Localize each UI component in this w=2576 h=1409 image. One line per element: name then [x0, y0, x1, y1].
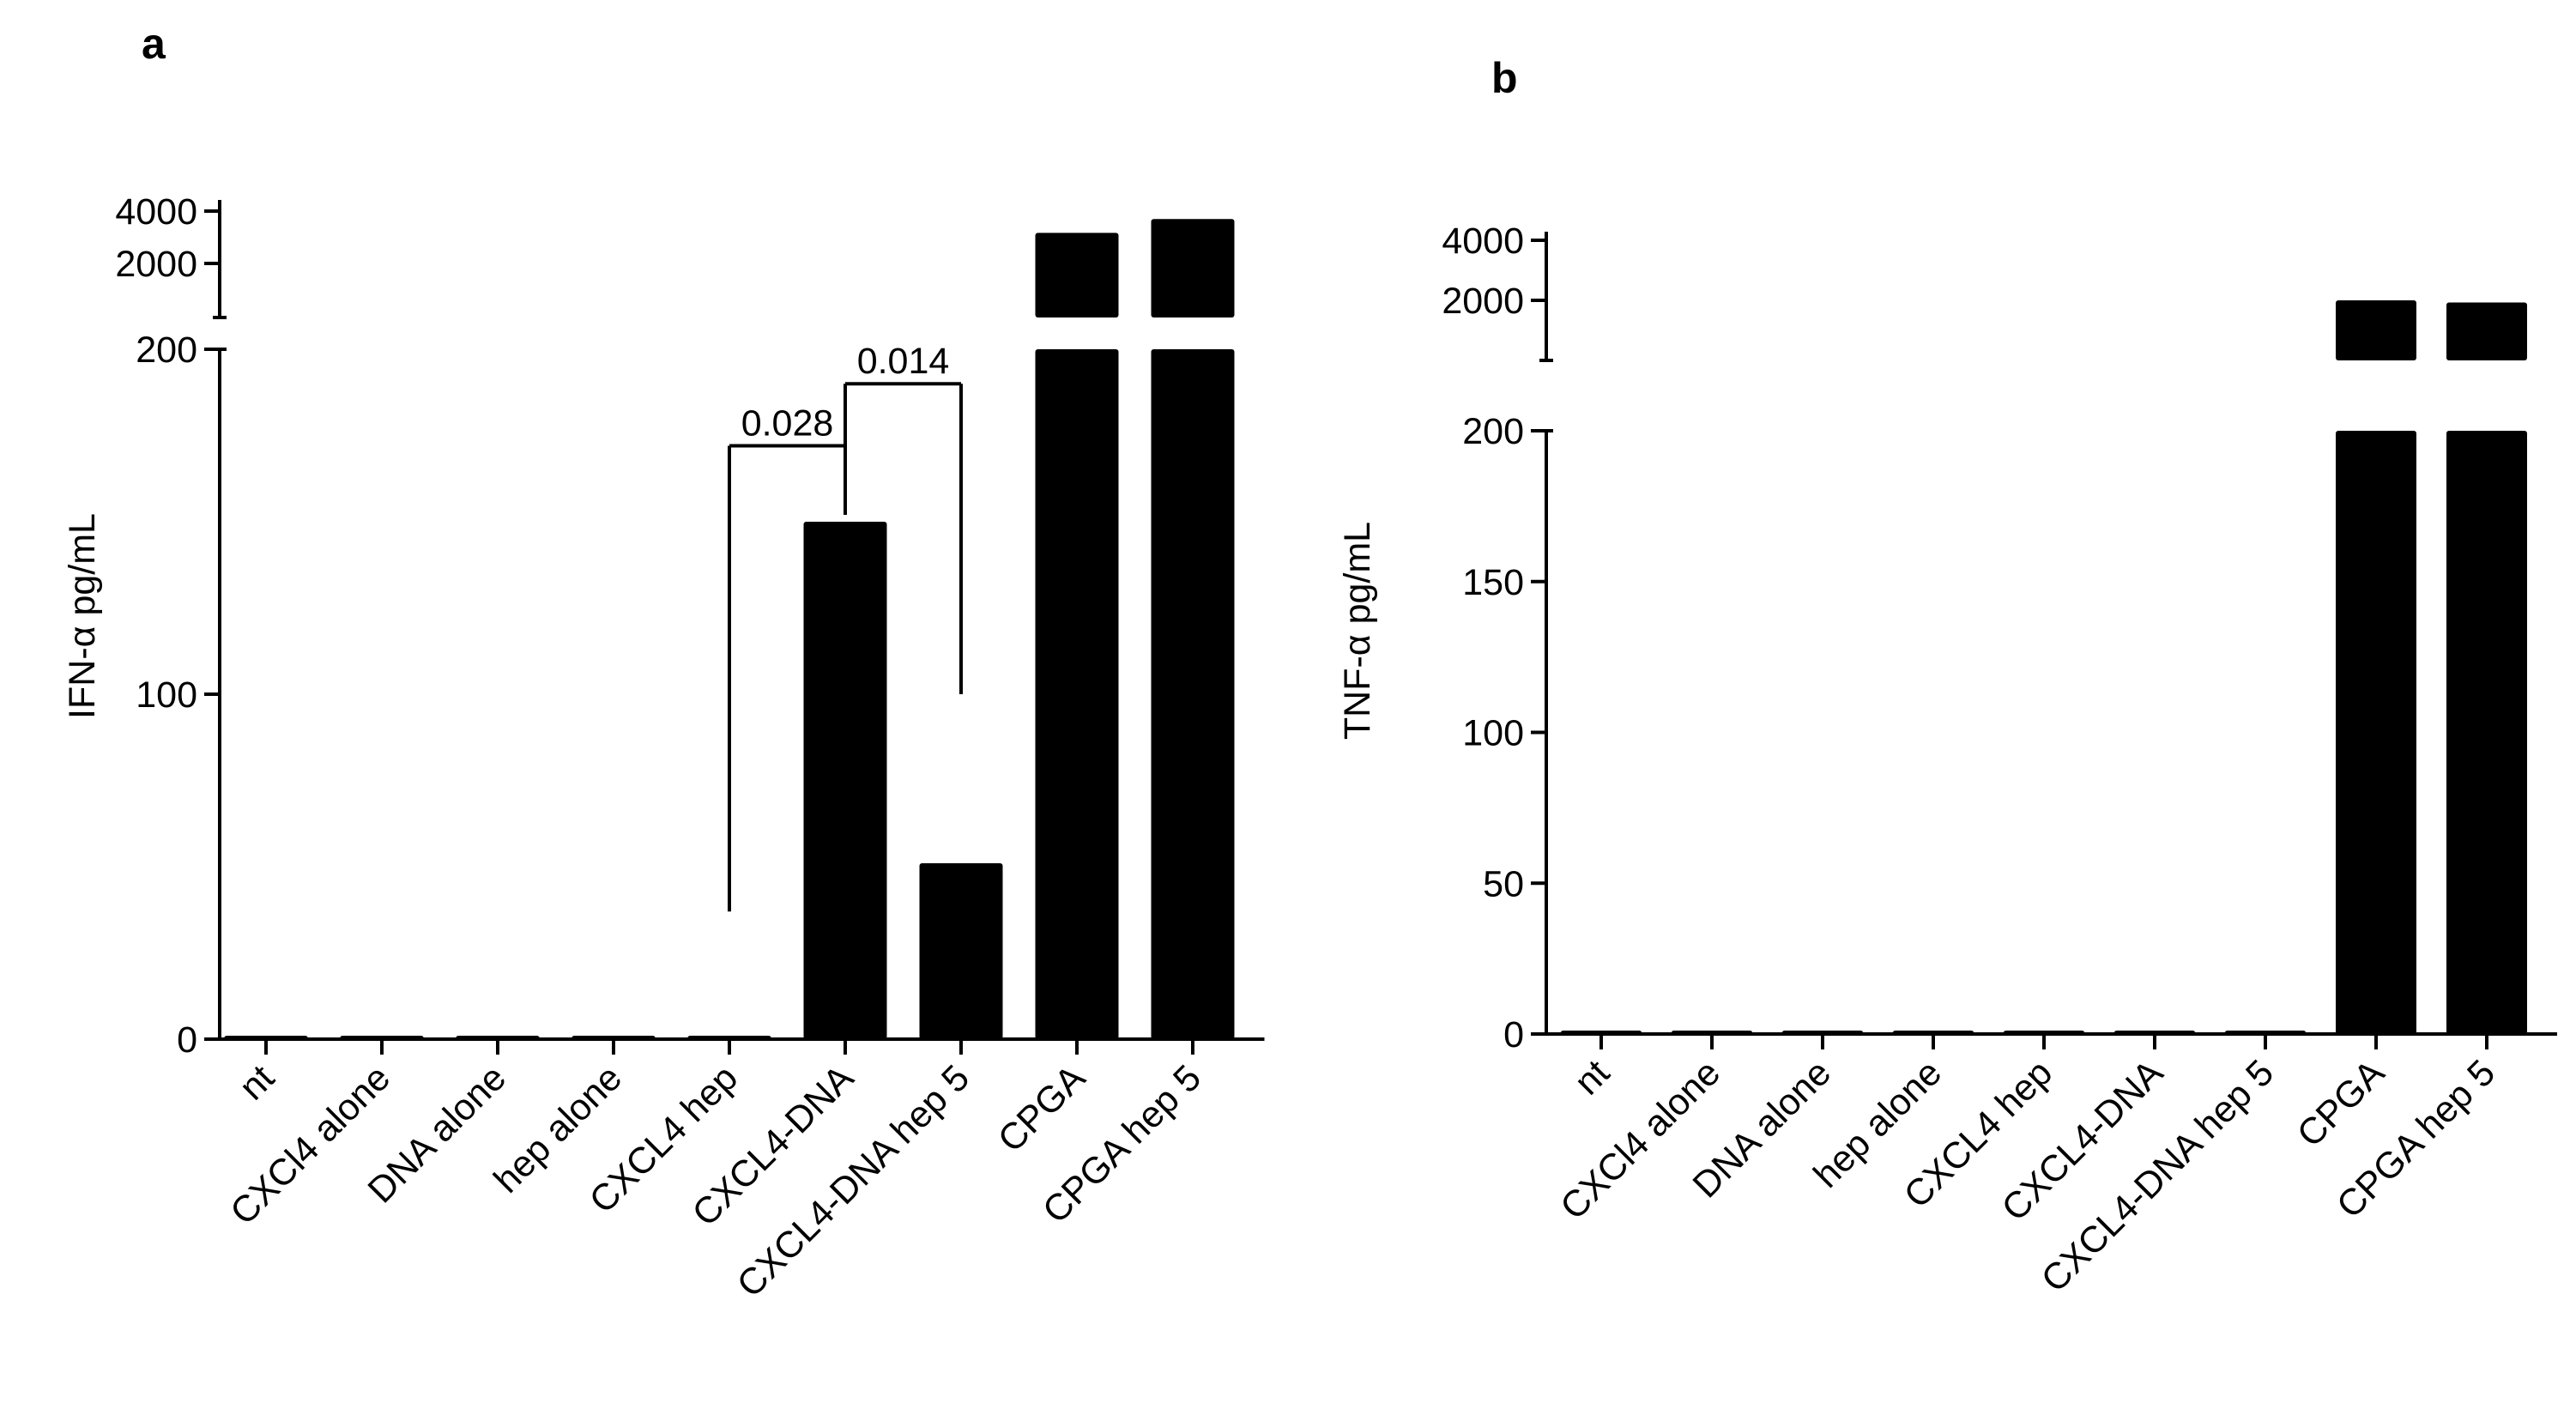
y-tick-label: 200 [1462, 411, 1524, 452]
y-tick-label: 150 [1462, 562, 1524, 603]
x-category-label: CPGA [2289, 1052, 2392, 1155]
bar [1672, 1031, 1752, 1034]
y-tick-label: 200 [136, 330, 197, 371]
bar [2004, 1031, 2084, 1034]
p-value-label: 0.028 [741, 403, 834, 444]
bar-upper-segment [1035, 233, 1119, 317]
bar [2114, 1031, 2195, 1034]
bar-upper-segment [2446, 302, 2527, 360]
p-value-label: 0.014 [857, 341, 950, 382]
bar-upper-segment [1151, 219, 1235, 317]
y-axis-title: TNF-α pg/mL [1337, 522, 1378, 740]
y-tick-label: 0 [177, 1019, 197, 1061]
x-category-label: nt [1567, 1052, 1618, 1103]
y-tick-label: 100 [136, 674, 197, 716]
y-tick-label: 4000 [115, 191, 197, 233]
panel-label: a [142, 20, 166, 68]
y-tick-label: 100 [1462, 713, 1524, 754]
bar [2446, 431, 2527, 1034]
y-axis-title: IFN-α pg/mL [62, 513, 103, 719]
panel-label: b [1491, 54, 1518, 102]
bar [1151, 349, 1235, 1039]
bar [340, 1035, 424, 1039]
bar [1561, 1031, 1642, 1034]
y-tick-label: 2000 [1442, 281, 1524, 322]
bar [687, 1035, 771, 1039]
bar [919, 862, 1003, 1039]
x-category-label: CPGA [990, 1057, 1093, 1160]
bar [571, 1035, 656, 1039]
bar [803, 522, 887, 1039]
x-category-label: nt [232, 1057, 282, 1108]
y-tick-label: 4000 [1442, 221, 1524, 262]
bar [1035, 349, 1119, 1039]
bar [456, 1035, 540, 1039]
bar [224, 1035, 308, 1039]
y-tick-label: 0 [1503, 1014, 1524, 1055]
bar [1782, 1031, 1863, 1034]
bar-upper-segment [2336, 300, 2416, 360]
y-tick-label: 50 [1483, 863, 1524, 904]
bar [2336, 431, 2416, 1034]
bar [2225, 1031, 2306, 1034]
y-tick-label: 2000 [115, 244, 197, 285]
bar [1893, 1031, 1974, 1034]
